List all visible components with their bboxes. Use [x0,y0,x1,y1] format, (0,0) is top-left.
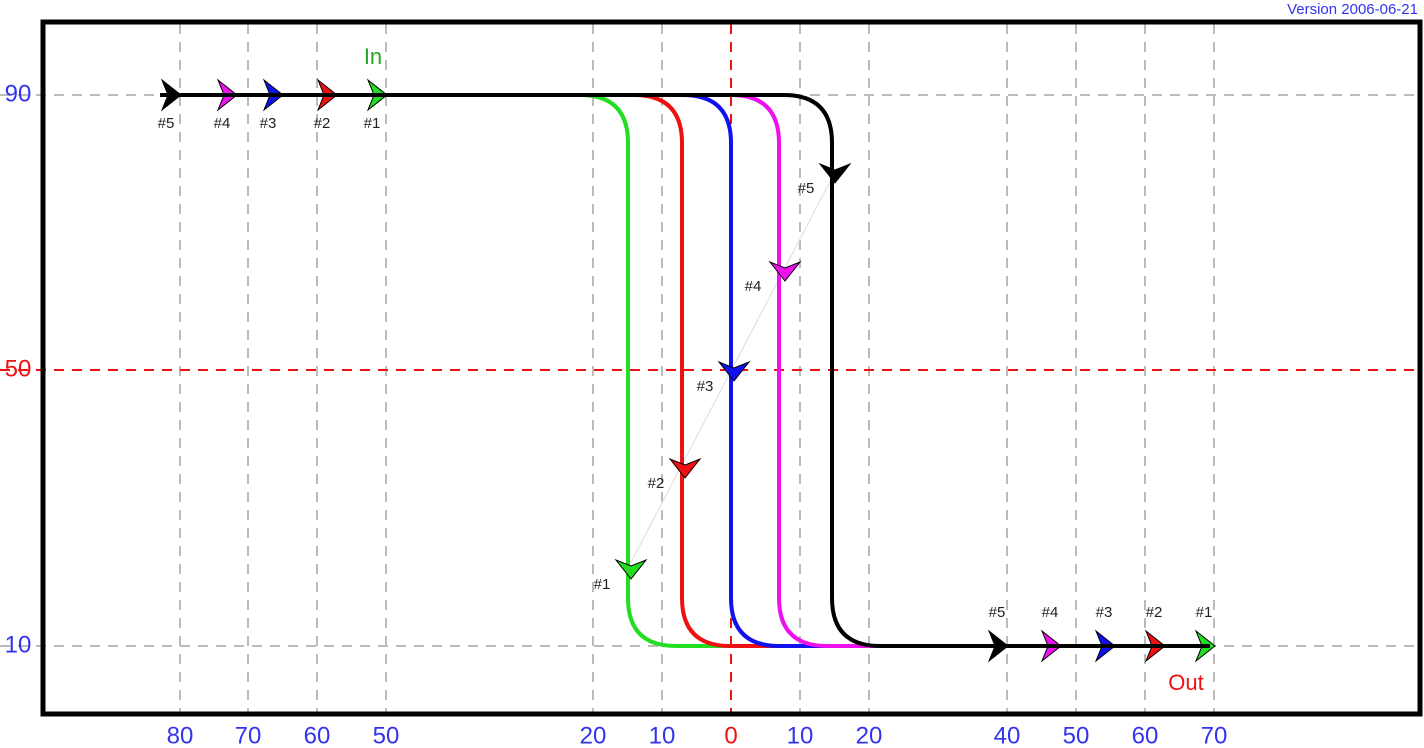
path-label: #3 [1096,604,1113,621]
x-axis-label: 80 [167,722,194,748]
in-label: In [364,44,382,69]
y-axis-label: 90 [5,80,32,107]
path-label: #2 [1146,604,1163,621]
x-axis-label: 10 [649,722,676,748]
x-axis-label: 40 [994,722,1021,748]
x-axis-label: 50 [373,722,400,748]
track [160,93,1210,648]
track [160,93,1210,648]
arrow [717,360,751,382]
version: Version 2006-06-21 [1287,1,1418,18]
out-label: Out [1168,670,1203,695]
path-label: #4 [214,115,231,132]
frame [40,19,1423,717]
track [160,93,1210,648]
arrow [987,629,1009,663]
x-axis-label: 60 [1132,722,1159,748]
arrow [160,78,182,112]
arrow [614,558,648,580]
arrow [668,457,702,479]
x-axis-label: 70 [1201,722,1228,748]
path-label: #3 [260,115,277,132]
arrow [818,162,852,184]
x-axis-label: 10 [787,722,814,748]
y-axis-label: 50 [5,355,32,382]
path-label: #5 [989,604,1006,621]
path-label: #5 [798,180,815,197]
path-label: #3 [697,378,714,395]
x-axis-label: 50 [1063,722,1090,748]
x-axis-label: 20 [580,722,607,748]
path-label: #4 [745,278,762,295]
path-label: #2 [314,115,331,132]
path-label: #1 [1196,604,1213,621]
x-axis-label: 60 [304,722,331,748]
x-axis-label: 0 [724,722,737,748]
x-axis-label: 20 [856,722,883,748]
path-label: #1 [364,115,381,132]
arrow [768,260,802,282]
x-axis-label: 70 [235,722,262,748]
path-label: #5 [158,115,175,132]
path-label: #1 [594,576,611,593]
path-label: #4 [1042,604,1059,621]
y-axis-label: 10 [5,631,32,658]
track [160,93,1210,648]
path-label: #2 [648,475,665,492]
tracks [160,78,1216,663]
